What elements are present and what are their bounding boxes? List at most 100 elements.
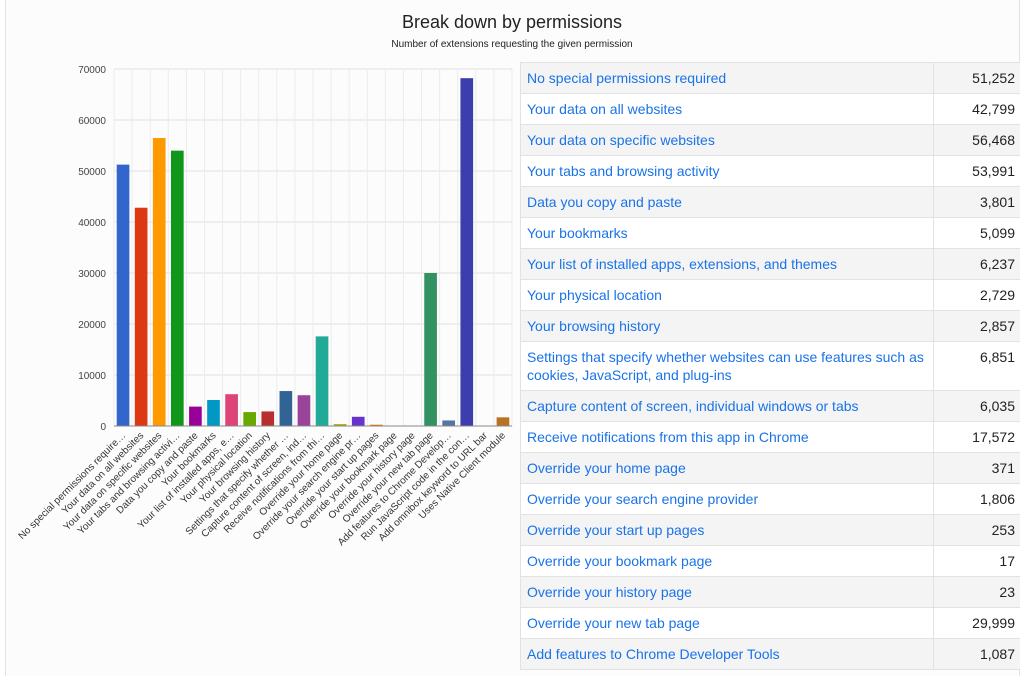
permission-link[interactable]: Receive notifications from this app in C… — [527, 429, 809, 445]
permission-name-cell: Receive notifications from this app in C… — [520, 421, 934, 453]
permission-count-cell: 6,035 — [933, 390, 1020, 422]
permission-link[interactable]: Your physical location — [527, 287, 662, 303]
permission-count-cell: 2,857 — [933, 310, 1020, 342]
chart-title: Break down by permissions — [401, 12, 623, 32]
permission-count-cell: 1,806 — [933, 483, 1020, 515]
permission-count-cell: 3,801 — [933, 186, 1020, 218]
permission-name-cell: Add features to Chrome Developer Tools — [520, 638, 934, 670]
permission-count-cell: 29,999 — [933, 607, 1020, 639]
bar — [116, 164, 130, 426]
table-row: Override your home page 371 — [520, 452, 1020, 484]
table-row: Settings that specify whether websites c… — [520, 341, 1020, 391]
permission-count-cell: 6,851 — [933, 341, 1020, 391]
table-row: Your physical location 2,729 — [520, 279, 1020, 311]
permission-link[interactable]: Add features to Chrome Developer Tools — [527, 646, 780, 662]
bar — [189, 406, 202, 426]
permission-count-cell: 1,087 — [933, 638, 1020, 670]
permission-name-cell: Override your new tab page — [520, 607, 934, 639]
bar — [243, 412, 257, 426]
bar — [279, 391, 293, 426]
permission-link[interactable]: Your list of installed apps, extensions,… — [527, 256, 838, 272]
permission-count-cell: 17 — [933, 545, 1020, 577]
permission-name-cell: No special permissions required — [520, 62, 934, 94]
permission-link[interactable]: Your browsing history — [527, 318, 661, 334]
permission-count-cell: 53,991 — [933, 155, 1020, 187]
permission-link[interactable]: Override your history page — [527, 584, 692, 600]
bar — [261, 411, 275, 426]
permission-name-cell: Your list of installed apps, extensions,… — [520, 248, 934, 280]
bar — [496, 417, 510, 426]
table-row: Your tabs and browsing activity 53,991 — [520, 155, 1020, 187]
bar — [333, 424, 347, 426]
permission-count-cell: 42,799 — [933, 93, 1020, 125]
table-row: Your data on all websites 42,799 — [520, 93, 1020, 125]
bar — [152, 138, 166, 427]
permission-link[interactable]: Override your home page — [527, 460, 686, 476]
permissions-table-container: No special permissions required 51,252 You… — [520, 62, 1020, 676]
permission-link[interactable]: Settings that specify whether websites c… — [527, 349, 924, 383]
permission-name-cell: Data you copy and paste — [520, 186, 934, 218]
bar — [460, 78, 474, 427]
bar — [442, 420, 456, 426]
table-row: Override your history page 23 — [520, 576, 1020, 608]
permission-count-cell: 371 — [933, 452, 1020, 484]
bar — [315, 336, 329, 426]
table-row: Your list of installed apps, extensions,… — [520, 248, 1020, 280]
permission-count-cell: 51,252 — [933, 62, 1020, 94]
permission-name-cell: Your data on all websites — [520, 93, 934, 125]
bar — [369, 424, 383, 426]
permission-name-cell: Override your history page — [520, 576, 934, 608]
bar — [207, 399, 220, 426]
permission-name-cell: Override your search engine provider — [520, 483, 934, 515]
permission-link[interactable]: No special permissions required — [527, 70, 727, 86]
permission-link[interactable]: Your data on specific websites — [527, 132, 715, 148]
permission-link[interactable]: Your tabs and browsing activity — [527, 163, 720, 179]
table-row: Override your new tab page 29,999 — [520, 607, 1020, 639]
table-row: Receive notifications from this app in C… — [520, 421, 1020, 453]
bar — [170, 150, 184, 426]
permission-link[interactable]: Your data on all websites — [527, 101, 683, 117]
y-tick-label: 10000 — [78, 371, 106, 382]
permission-link[interactable]: Override your start up pages — [527, 522, 705, 538]
permission-count-cell: 6,237 — [933, 248, 1020, 280]
permission-link[interactable]: Override your new tab page — [527, 615, 700, 631]
table-row: Override your search engine provider 1,80… — [520, 483, 1020, 515]
permission-name-cell: Override your bookmark page — [520, 545, 934, 577]
table-row: Capture content of screen, individual wi… — [520, 390, 1020, 422]
table-row: Data you copy and paste 3,801 — [520, 186, 1020, 218]
bar — [424, 273, 437, 426]
permission-link[interactable]: Data you copy and paste — [527, 194, 682, 210]
bar — [351, 416, 365, 426]
y-tick-label: 20000 — [78, 320, 106, 331]
bar — [134, 207, 148, 426]
permission-count-cell: 2,729 — [933, 279, 1020, 311]
y-tick-label: 70000 — [78, 65, 106, 76]
y-tick-label: 0 — [100, 422, 106, 433]
permission-link[interactable]: Override your search engine provider — [527, 491, 759, 507]
permission-name-cell: Your browsing history — [520, 310, 934, 342]
table-row: Your bookmarks 5,099 — [520, 217, 1020, 249]
permission-link[interactable]: Capture content of screen, individual wi… — [527, 398, 859, 414]
permission-count-cell: 56,468 — [933, 124, 1020, 156]
permission-name-cell: Your bookmarks — [520, 217, 934, 249]
permission-count-cell: 17,572 — [933, 421, 1020, 453]
permission-name-cell: Your tabs and browsing activity — [520, 155, 934, 187]
table-row: No special permissions required 51,252 — [520, 62, 1020, 94]
permission-count-cell: 253 — [933, 514, 1020, 546]
permission-count-cell: 5,099 — [933, 217, 1020, 249]
table-row: Add features to Chrome Developer Tools 1,… — [520, 638, 1020, 670]
permission-link[interactable]: Override your bookmark page — [527, 553, 713, 569]
permission-name-cell: Your data on specific websites — [520, 124, 934, 156]
y-tick-label: 50000 — [78, 167, 106, 178]
bar — [225, 394, 238, 426]
table-row: Override your bookmark page 17 — [520, 545, 1020, 577]
permission-name-cell: Your physical location — [520, 279, 934, 311]
table-row: Your data on specific websites 56,468 — [520, 124, 1020, 156]
permission-link[interactable]: Your bookmarks — [527, 225, 628, 241]
y-tick-label: 60000 — [78, 116, 106, 127]
table-row: Your browsing history 2,857 — [520, 310, 1020, 342]
permission-count-cell: 23 — [933, 576, 1020, 608]
chart-subtitle: Number of extensions requesting the give… — [391, 39, 633, 50]
permission-name-cell: Capture content of screen, individual wi… — [520, 390, 934, 422]
